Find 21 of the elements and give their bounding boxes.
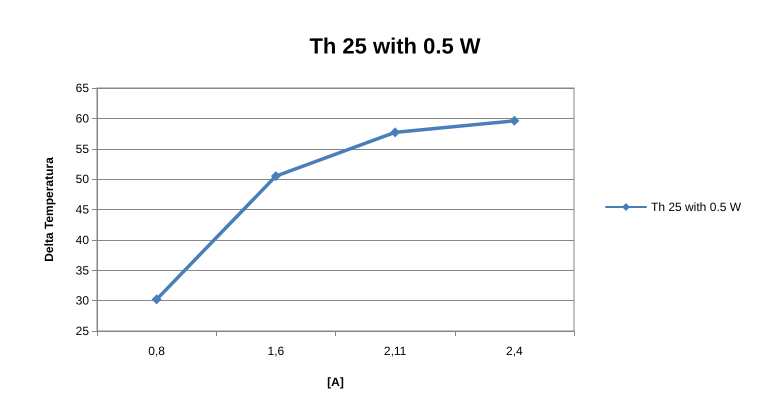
y-tick-label: 35 — [76, 263, 90, 278]
y-tick-label: 40 — [76, 232, 90, 247]
point — [390, 127, 400, 138]
x-tick-label: 2,11 — [384, 344, 407, 358]
x-tick-label: 1,6 — [268, 344, 285, 358]
point — [152, 294, 162, 304]
y-tick-label: 60 — [76, 111, 90, 126]
chart-title: Th 25 with 0.5 W — [309, 34, 481, 58]
point — [509, 116, 520, 126]
x-tick-label: 2,4 — [506, 344, 524, 358]
y-tick-label: 65 — [76, 81, 90, 95]
y-axis-title: Delta Temperatura — [42, 156, 56, 262]
x-tick-label: 0,8 — [148, 344, 166, 358]
y-tick-label: 55 — [76, 142, 90, 156]
y-tick-label: 25 — [76, 324, 90, 338]
legend-label: Th 25 with 0.5 W — [651, 200, 742, 214]
y-tick-label: 45 — [76, 202, 90, 216]
y-tick-label: 30 — [76, 294, 90, 308]
point — [270, 171, 281, 182]
y-tick-label: 50 — [76, 172, 90, 186]
x-axis-title: [A] — [327, 375, 344, 389]
